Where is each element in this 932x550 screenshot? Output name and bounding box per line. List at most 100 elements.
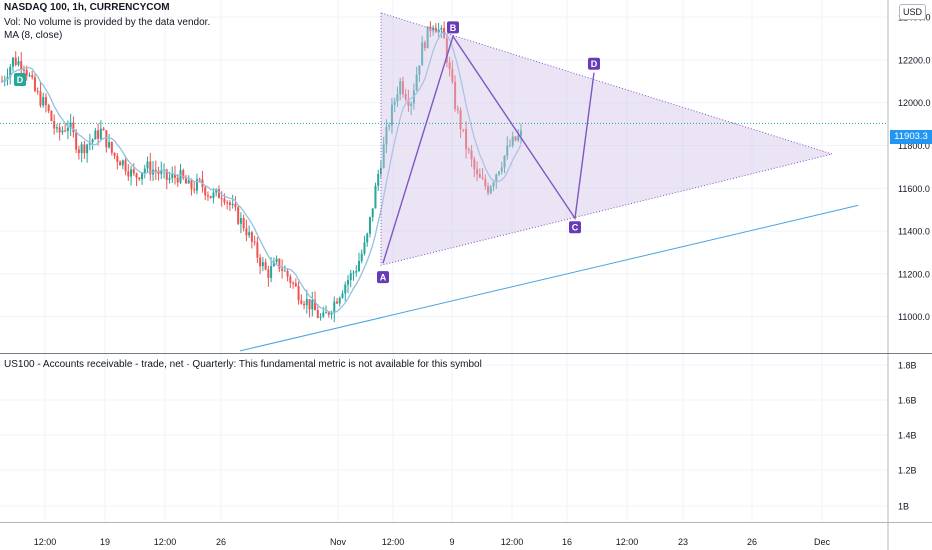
candle-body: [352, 272, 355, 274]
candle-body: [360, 253, 363, 262]
candle-body: [423, 42, 426, 49]
fundamental-tick-label: 1.8B: [898, 361, 917, 371]
candle-body: [500, 167, 503, 172]
candle-body: [204, 187, 207, 196]
candle-body: [80, 144, 83, 154]
price-tick-label: 12200.0: [898, 55, 931, 65]
fundamental-tick-label: 1B: [898, 502, 909, 512]
candle-body: [171, 174, 174, 179]
candle-body: [135, 173, 138, 178]
candle-body: [498, 171, 501, 175]
candle-body: [184, 178, 187, 184]
candle-body: [336, 301, 339, 304]
triangle-pattern: [380, 12, 834, 266]
candle-body: [182, 170, 185, 179]
candle-body: [245, 228, 248, 236]
candle-body: [322, 312, 325, 317]
candle-body: [520, 130, 522, 136]
candle-body: [102, 128, 105, 131]
last-price-badge: 11903.3: [890, 130, 932, 144]
candle-body: [454, 81, 457, 109]
candle-body: [259, 257, 262, 267]
candle-body: [141, 173, 144, 180]
pattern-label-c: C: [569, 221, 581, 234]
marker-d-box: [14, 73, 26, 86]
candle-body: [347, 280, 349, 285]
candle-body: [22, 69, 25, 71]
candle-body: [47, 105, 50, 112]
price-tick-label: 12000.0: [898, 98, 931, 108]
price-tick-label: 11600.0: [898, 184, 930, 194]
candle-body: [97, 130, 100, 139]
candle-body: [206, 195, 209, 197]
candle-body: [72, 122, 75, 133]
candle-body: [382, 144, 385, 168]
candle-body: [459, 110, 462, 130]
candle-body: [99, 128, 102, 139]
candle-body: [176, 177, 179, 183]
candle-body: [187, 180, 190, 184]
candle-body: [338, 297, 341, 304]
pattern-label-box: [569, 221, 581, 234]
candle-body: [379, 167, 382, 174]
candle-body: [149, 161, 152, 175]
candle-body: [503, 155, 506, 168]
candle-body: [267, 269, 270, 278]
grid: [0, 0, 888, 522]
pattern-label-box: [447, 21, 459, 34]
candle-body: [231, 203, 234, 205]
candle-body: [132, 169, 135, 174]
candle-body: [297, 286, 300, 301]
candle-body: [91, 139, 94, 143]
candle-body: [110, 141, 113, 153]
fundamental-tick-label: 1.4B: [898, 431, 917, 441]
symbol-title: NASDAQ 100, 1h, CURRENCYCOM: [4, 2, 170, 13]
candle-body: [311, 300, 314, 310]
candle-body: [261, 262, 264, 267]
candle-body: [437, 29, 440, 33]
candle-body: [86, 144, 89, 154]
candle-body: [451, 68, 454, 82]
candle-body: [217, 189, 220, 199]
candle-body: [124, 160, 127, 172]
candle-body: [179, 170, 182, 183]
time-tick-label: 26: [216, 537, 226, 547]
candle-body: [50, 111, 53, 121]
candle-body: [434, 27, 437, 33]
candle-body: [390, 104, 393, 126]
candle-body: [157, 171, 160, 174]
pattern-label-a: A: [377, 271, 389, 284]
candle-body: [190, 180, 193, 190]
price-tick-label: 11200.0: [898, 269, 930, 279]
candle-body: [83, 144, 86, 154]
candle-body: [239, 217, 242, 224]
candle-body: [174, 174, 176, 178]
candle-body: [445, 38, 448, 63]
candle-body: [127, 171, 130, 177]
candle-body: [9, 66, 12, 77]
candle-body: [355, 271, 358, 273]
currency-button[interactable]: USD: [899, 4, 926, 20]
candle-body: [53, 120, 56, 129]
support-trendline: [239, 204, 859, 352]
candle-body: [511, 136, 514, 146]
marker-d-left: D: [14, 73, 26, 86]
candle-body: [256, 242, 259, 258]
candle-body: [385, 127, 388, 145]
candle-body: [28, 75, 31, 77]
candle-body: [193, 189, 196, 191]
pattern-label-box: [377, 271, 389, 284]
candle-body: [11, 57, 14, 67]
candle-body: [77, 149, 80, 154]
price-tick-label: 11400.0: [898, 227, 930, 237]
pattern-label-text: D: [591, 59, 598, 69]
candle-body: [344, 284, 347, 294]
candle-body: [415, 74, 418, 91]
candle-body: [440, 28, 443, 30]
candle-body: [44, 97, 47, 106]
moving-average-line: [1, 32, 522, 313]
candle-body: [58, 127, 61, 133]
candle-body: [303, 303, 306, 306]
candle-body: [119, 161, 122, 166]
